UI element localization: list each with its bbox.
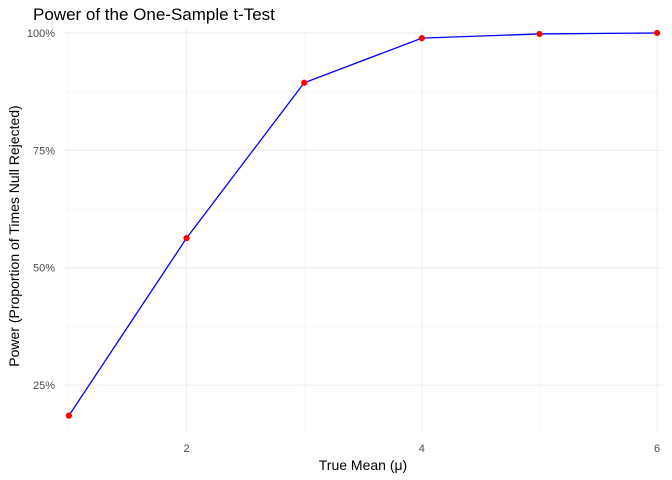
x-tick-label: 4: [419, 443, 425, 455]
data-point: [418, 35, 425, 42]
y-tick-label: 75%: [33, 145, 55, 157]
y-tick-label: 25%: [33, 380, 55, 392]
chart-title: Power of the One-Sample t-Test: [33, 5, 275, 24]
data-point: [536, 30, 543, 38]
y-tick-label: 100%: [27, 28, 55, 40]
x-tick-label: 6: [654, 443, 660, 455]
axis-ticks: 2 4 6 25% 50% 75% 100%: [27, 28, 660, 455]
data-point: [301, 79, 308, 86]
data-point: [654, 29, 661, 37]
data-point: [65, 412, 72, 419]
y-axis-label: Power (Proportion of Times Null Rejected…: [6, 105, 22, 366]
grid-lines: [63, 29, 663, 433]
y-tick-label: 50%: [33, 263, 55, 275]
x-axis-label: True Mean (μ): [319, 457, 407, 473]
x-tick-label: 2: [183, 443, 189, 455]
data-series: [65, 29, 661, 419]
series-line: [68, 32, 658, 416]
data-point: [183, 235, 190, 242]
